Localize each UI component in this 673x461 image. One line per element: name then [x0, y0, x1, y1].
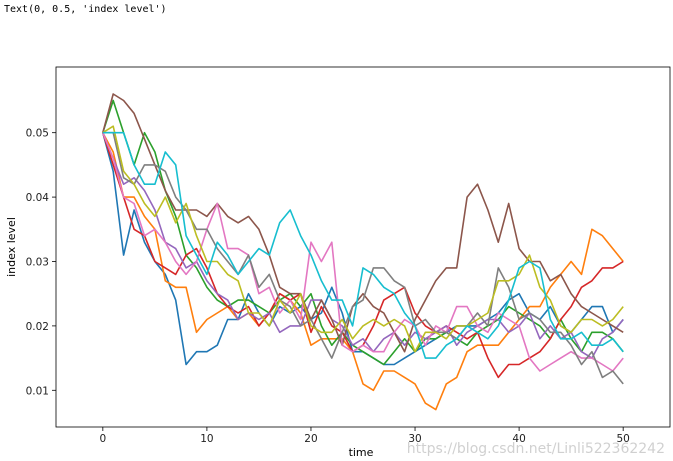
cell-output-text: Text(0, 0.5, 'index level'): [4, 4, 167, 15]
series-line-6: [102, 93, 624, 353]
series-line-5: [102, 132, 624, 359]
x-tick-label: 10: [200, 433, 213, 445]
x-axis-label: time: [349, 446, 374, 459]
x-tick-label: 50: [616, 433, 629, 445]
y-axis-ticks: 0.01 0.02 0.03 0.04 0.05: [26, 128, 56, 397]
x-tick-label: 20: [304, 433, 317, 445]
y-tick-label: 0.04: [26, 192, 50, 204]
x-axis-ticks: 0 10 20 30 40 50: [99, 427, 630, 445]
series-line-10: [102, 131, 624, 359]
watermark-text: https://blog.csdn.net/Linli522362242: [406, 441, 665, 457]
series-line-3: [102, 99, 624, 366]
series-line-9: [102, 125, 624, 353]
y-tick-label: 0.03: [26, 256, 49, 268]
series-line-7: [102, 132, 624, 372]
y-tick-label: 0.01: [26, 385, 49, 397]
y-tick-label: 0.02: [26, 321, 49, 333]
series-line-2: [102, 132, 624, 411]
x-tick-label: 30: [408, 433, 421, 445]
plot-area: [55, 66, 671, 428]
x-tick-label: 0: [99, 433, 106, 445]
x-tick-label: 40: [512, 433, 525, 445]
series-layer: [102, 93, 624, 411]
y-tick-label: 0.05: [26, 128, 49, 140]
y-axis-label: index level: [5, 217, 18, 277]
